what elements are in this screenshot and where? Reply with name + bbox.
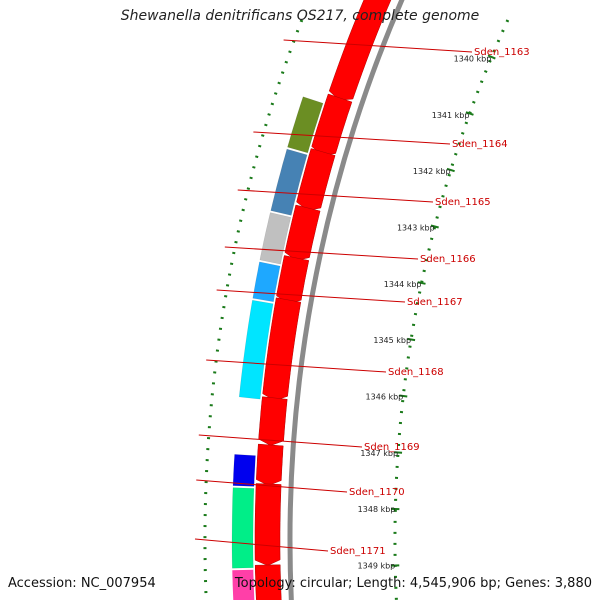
scale-ring-outer xyxy=(395,20,508,600)
map-title: Shewanella denitrificans OS217, complete… xyxy=(0,8,600,24)
kbp-label: 1348 kbp xyxy=(358,505,396,514)
kbp-label: 1345 kbp xyxy=(373,336,411,345)
kbp-label: 1349 kbp xyxy=(358,561,396,570)
gene-label: Sden_1169 xyxy=(364,442,420,453)
kbp-label: 1342 kbp xyxy=(413,167,451,176)
kbp-label: 1341 kbp xyxy=(432,111,470,120)
gene-label: Sden_1164 xyxy=(452,139,508,150)
gene-label: Sden_1166 xyxy=(420,254,476,265)
gene-leader-line xyxy=(284,40,472,52)
accession-text: Accession: NC_007954 xyxy=(8,576,156,591)
gene-label: Sden_1163 xyxy=(474,47,530,58)
reverse-gene-block xyxy=(232,488,254,569)
gene-label: Sden_1165 xyxy=(435,197,491,208)
kbp-label: 1344 kbp xyxy=(384,280,422,289)
gene-label: Sden_1168 xyxy=(388,367,444,378)
gene-label: Sden_1170 xyxy=(349,487,405,498)
forward-gene-arrow xyxy=(256,444,283,485)
gene-label: Sden_1171 xyxy=(330,546,386,557)
genome-summary-text: Topology: circular; Length: 4,545,906 bp… xyxy=(235,576,592,591)
forward-gene-arrow xyxy=(277,256,309,304)
reverse-gene-block xyxy=(233,454,256,486)
gene-label: Sden_1167 xyxy=(407,297,463,308)
gene-leader-line xyxy=(206,360,386,372)
forward-gene-arrow xyxy=(259,397,288,446)
kbp-label: 1343 kbp xyxy=(397,223,435,232)
kbp-label: 1346 kbp xyxy=(366,392,404,401)
reverse-gene-block xyxy=(253,262,280,302)
forward-gene-arrow xyxy=(255,484,281,566)
